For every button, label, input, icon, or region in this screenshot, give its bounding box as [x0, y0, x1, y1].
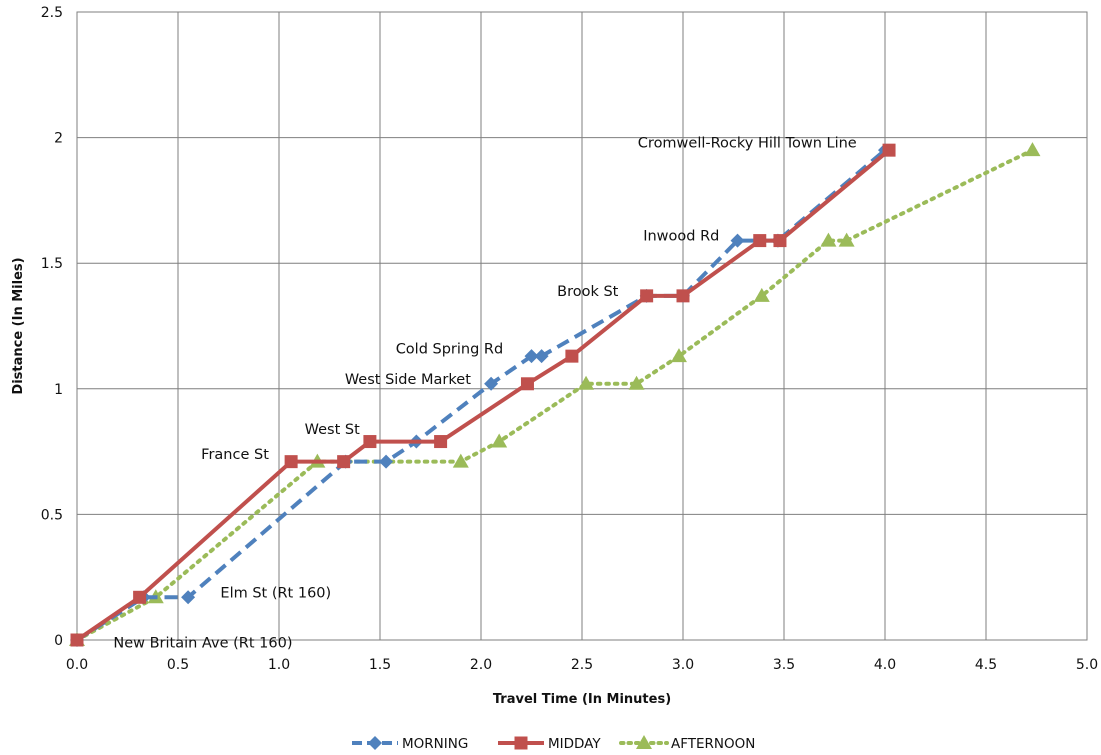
x-tick-label: 2.5 [571, 657, 593, 673]
y-tick-label: 1.5 [41, 256, 63, 272]
x-tick-label: 4.5 [975, 657, 997, 673]
afternoon-marker [838, 232, 855, 247]
annotation-label: Cold Spring Rd [396, 342, 504, 358]
afternoon-marker [628, 375, 645, 390]
y-tick-label: 1 [54, 382, 63, 398]
midday-marker [434, 435, 448, 449]
plot-border [76, 11, 1088, 641]
legend-swatch-marker [636, 735, 652, 749]
x-tick-label: 5.0 [1076, 657, 1098, 673]
legend-item-midday: MIDDAY [498, 736, 601, 752]
midday-marker [882, 143, 896, 157]
legend-label: AFTERNOON [671, 736, 755, 752]
afternoon-marker [670, 348, 687, 363]
series-line-afternoon [75, 148, 1035, 642]
series-midday [70, 143, 896, 647]
afternoon-marker [452, 453, 469, 468]
annotation-label: Cromwell-Rocky Hill Town Line [638, 136, 857, 152]
x-tick-label: 1.0 [268, 657, 290, 673]
afternoon-marker [491, 433, 508, 448]
afternoon-marker [578, 375, 595, 390]
midday-marker [133, 590, 147, 604]
legend-swatch-marker [514, 736, 528, 750]
morning-marker [524, 349, 539, 364]
y-axis-title: Distance (In Miles) [11, 257, 26, 394]
midday-marker [337, 455, 351, 469]
annotation-label: New Britain Ave (Rt 160) [113, 636, 292, 652]
series [69, 142, 1041, 647]
x-tick-label: 0.0 [66, 657, 88, 673]
legend-swatch-marker [368, 736, 382, 750]
morning-marker [534, 349, 549, 364]
annotation-label: Brook St [557, 284, 619, 300]
midday-marker [284, 455, 298, 469]
x-tick-label: 4.0 [874, 657, 896, 673]
y-tick-label: 0.5 [41, 507, 63, 523]
afternoon-marker [820, 232, 837, 247]
annotation-label: France St [201, 447, 269, 463]
annotation-label: Elm St (Rt 160) [220, 585, 331, 601]
midday-marker [773, 234, 787, 248]
morning-marker [379, 454, 394, 469]
y-tick-label: 2.5 [41, 5, 63, 21]
x-tick-label: 0.5 [167, 657, 189, 673]
x-axis-title: Travel Time (In Minutes) [493, 692, 671, 707]
annotation-label: Inwood Rd [643, 229, 719, 245]
midday-marker [676, 289, 690, 303]
series-line-midday [75, 148, 891, 642]
grid [76, 11, 1088, 641]
y-tick-label: 2 [54, 131, 63, 147]
x-tick-label: 2.0 [470, 657, 492, 673]
midday-marker [363, 435, 377, 449]
legend-item-afternoon: AFTERNOON [619, 735, 755, 752]
midday-marker [70, 633, 84, 647]
x-tick-label: 3.0 [672, 657, 694, 673]
midday-marker [753, 234, 767, 248]
legend: MORNING MIDDAY AFTERNOON [352, 735, 755, 752]
annotation-label: West Side Market [345, 372, 471, 388]
series-line-morning [75, 148, 887, 642]
tick-labels: 0.0 0.5 1.0 1.5 2.0 2.5 3.0 3.5 4.0 4.5 5.0 0 0.5 1 1.… [41, 5, 1098, 673]
annotations: New Britain Ave (Rt 160) Elm St (Rt 160) F… [113, 136, 856, 652]
morning-marker [181, 590, 196, 605]
afternoon-marker [1024, 142, 1041, 157]
midday-marker [565, 349, 579, 363]
legend-label: MORNING [402, 736, 468, 752]
x-tick-label: 1.5 [369, 657, 391, 673]
annotation-label: West St [305, 422, 360, 438]
legend-label: MIDDAY [548, 736, 601, 752]
morning-marker [484, 376, 499, 391]
midday-marker [640, 289, 654, 303]
x-tick-label: 3.5 [773, 657, 795, 673]
legend-item-morning: MORNING [352, 736, 468, 752]
afternoon-marker [753, 287, 770, 302]
midday-marker [520, 377, 534, 391]
y-tick-label: 0 [54, 633, 63, 649]
morning-marker [730, 233, 745, 248]
series-afternoon [69, 142, 1041, 646]
